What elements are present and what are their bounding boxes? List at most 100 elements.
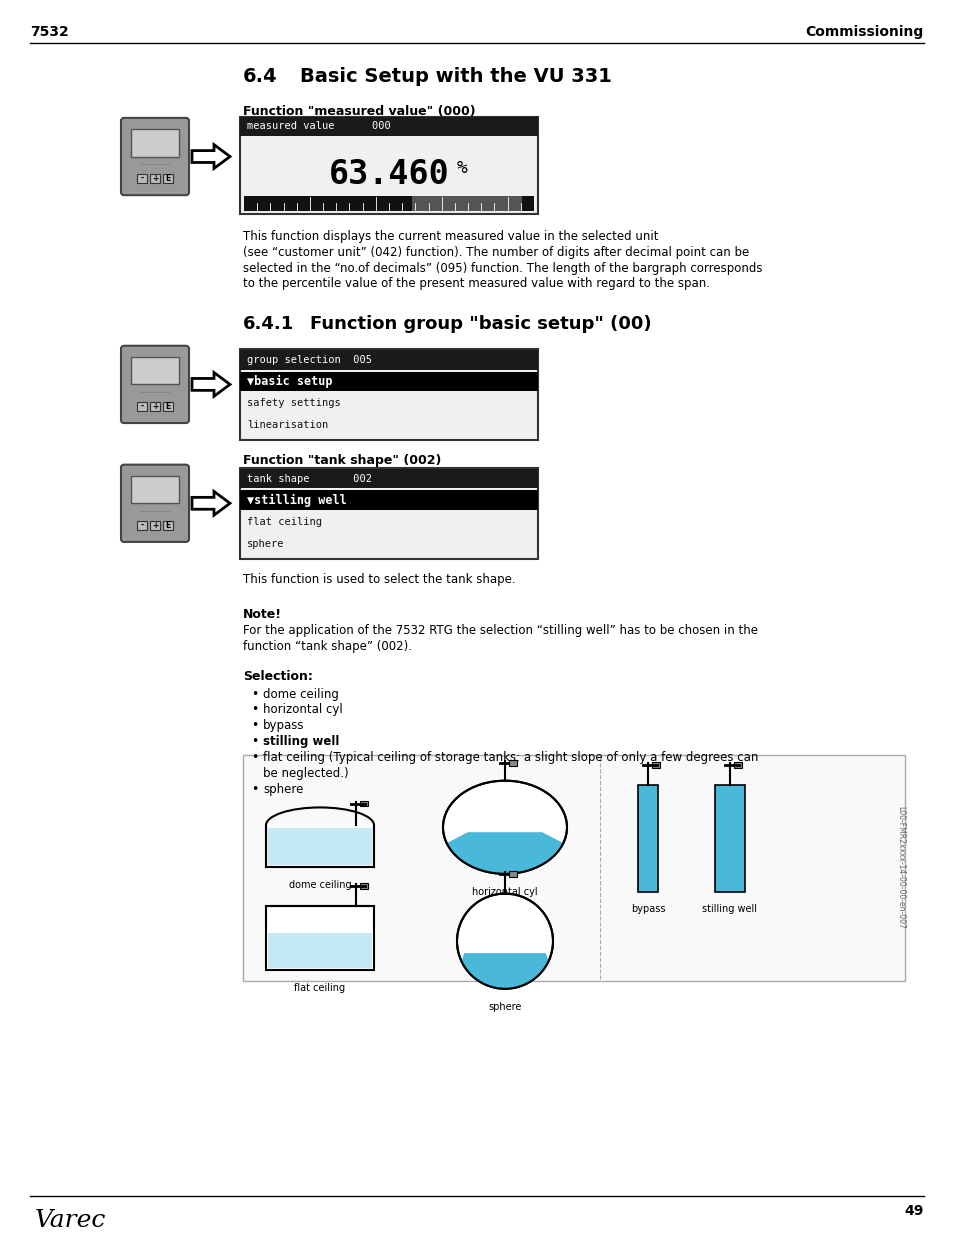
Text: stilling well: stilling well xyxy=(701,904,757,914)
Bar xyxy=(243,755,904,981)
Bar xyxy=(240,350,537,369)
Text: ▼stilling well: ▼stilling well xyxy=(247,494,346,506)
Text: sphere: sphere xyxy=(247,538,284,548)
Polygon shape xyxy=(192,492,230,515)
FancyBboxPatch shape xyxy=(121,464,189,542)
Text: •: • xyxy=(251,704,258,716)
Text: E: E xyxy=(165,174,171,183)
Bar xyxy=(240,468,537,488)
Text: •: • xyxy=(251,783,258,795)
Bar xyxy=(163,174,172,183)
Bar xyxy=(240,490,537,510)
Bar xyxy=(240,117,537,214)
Text: Function group "basic setup" (00): Function group "basic setup" (00) xyxy=(310,315,651,333)
Bar xyxy=(266,906,374,971)
Text: %: % xyxy=(456,159,467,178)
Text: E: E xyxy=(165,401,171,411)
Bar xyxy=(137,403,147,411)
Text: L00-FMR2xxxx-14-00-00-en-007: L00-FMR2xxxx-14-00-00-en-007 xyxy=(896,806,904,929)
Text: Note!: Note! xyxy=(243,609,282,621)
Bar xyxy=(240,372,537,391)
Text: safety settings: safety settings xyxy=(247,398,340,409)
Text: 6.4.1: 6.4.1 xyxy=(243,315,294,333)
Text: selected in the “no.of decimals” (095) function. The length of the bargraph corr: selected in the “no.of decimals” (095) f… xyxy=(243,262,761,274)
Bar xyxy=(733,762,741,768)
Text: ▼basic setup: ▼basic setup xyxy=(247,375,333,388)
Text: •: • xyxy=(251,735,258,748)
Text: horizontal cyl: horizontal cyl xyxy=(472,887,537,897)
Text: ___________: ___________ xyxy=(140,161,170,165)
Text: This function displays the current measured value in the selected unit: This function displays the current measu… xyxy=(243,230,658,243)
Bar xyxy=(163,521,172,530)
Text: +: + xyxy=(152,521,158,530)
Bar xyxy=(244,196,534,211)
Text: group selection  005: group selection 005 xyxy=(247,354,372,364)
Text: 7532: 7532 xyxy=(30,25,69,38)
Text: •: • xyxy=(251,688,258,700)
Bar xyxy=(651,762,659,768)
Text: 6.4: 6.4 xyxy=(243,68,277,86)
Bar xyxy=(150,174,160,183)
Text: +: + xyxy=(152,174,158,183)
Polygon shape xyxy=(192,144,230,168)
Text: 49: 49 xyxy=(903,1204,923,1218)
Text: Selection:: Selection: xyxy=(243,669,313,683)
Text: flat ceiling: flat ceiling xyxy=(294,983,345,993)
Text: Function "tank shape" (002): Function "tank shape" (002) xyxy=(243,453,441,467)
Bar xyxy=(240,468,537,558)
Text: Varec: Varec xyxy=(35,1209,107,1231)
Text: dome ceiling: dome ceiling xyxy=(289,881,351,890)
Text: function “tank shape” (002).: function “tank shape” (002). xyxy=(243,640,412,653)
Text: •: • xyxy=(251,751,258,764)
Ellipse shape xyxy=(442,781,566,874)
Text: bypass: bypass xyxy=(630,904,664,914)
Text: dome ceiling: dome ceiling xyxy=(263,688,338,700)
Text: stilling well: stilling well xyxy=(263,735,339,748)
Polygon shape xyxy=(268,829,372,866)
Text: Commissioning: Commissioning xyxy=(805,25,923,38)
FancyBboxPatch shape xyxy=(121,117,189,195)
Text: Function "measured value" (000): Function "measured value" (000) xyxy=(243,105,476,119)
Bar xyxy=(509,760,517,766)
Bar xyxy=(268,932,372,968)
Text: measured value      000: measured value 000 xyxy=(247,121,391,131)
Text: Basic Setup with the VU 331: Basic Setup with the VU 331 xyxy=(299,68,611,86)
Bar xyxy=(131,357,179,384)
Text: For the application of the 7532 RTG the selection “stilling well” has to be chos: For the application of the 7532 RTG the … xyxy=(243,624,758,637)
Text: 63.460: 63.460 xyxy=(328,158,449,191)
Text: •: • xyxy=(251,719,258,732)
Text: E: E xyxy=(165,521,171,530)
Bar xyxy=(638,784,658,892)
Polygon shape xyxy=(461,953,548,989)
Text: (see “customer unit” (042) function). The number of digits after decimal point c: (see “customer unit” (042) function). Th… xyxy=(243,246,748,258)
Polygon shape xyxy=(192,373,230,396)
Text: be neglected.): be neglected.) xyxy=(263,767,348,779)
Bar xyxy=(509,871,517,877)
Bar xyxy=(131,475,179,504)
Text: ___________: ___________ xyxy=(140,388,170,393)
Bar xyxy=(359,800,368,806)
Text: sphere: sphere xyxy=(263,783,303,795)
Text: linearisation: linearisation xyxy=(247,420,328,430)
Text: flat ceiling: flat ceiling xyxy=(247,517,322,527)
Bar xyxy=(137,521,147,530)
Text: horizontal cyl: horizontal cyl xyxy=(263,704,342,716)
Bar xyxy=(150,521,160,530)
Bar xyxy=(137,174,147,183)
Text: tank shape       002: tank shape 002 xyxy=(247,473,372,484)
Bar xyxy=(714,784,744,892)
Text: -: - xyxy=(140,174,143,183)
Circle shape xyxy=(456,894,553,989)
Bar xyxy=(150,403,160,411)
Bar xyxy=(359,883,368,889)
Bar xyxy=(131,128,179,157)
Text: This function is used to select the tank shape.: This function is used to select the tank… xyxy=(243,573,515,585)
Bar xyxy=(412,196,521,211)
FancyBboxPatch shape xyxy=(121,346,189,424)
Text: -: - xyxy=(140,401,143,411)
Text: ___________: ___________ xyxy=(140,506,170,511)
Bar xyxy=(163,403,172,411)
Bar xyxy=(240,117,537,136)
Text: -: - xyxy=(140,521,143,530)
Text: to the percentile value of the present measured value with regard to the span.: to the percentile value of the present m… xyxy=(243,278,709,290)
